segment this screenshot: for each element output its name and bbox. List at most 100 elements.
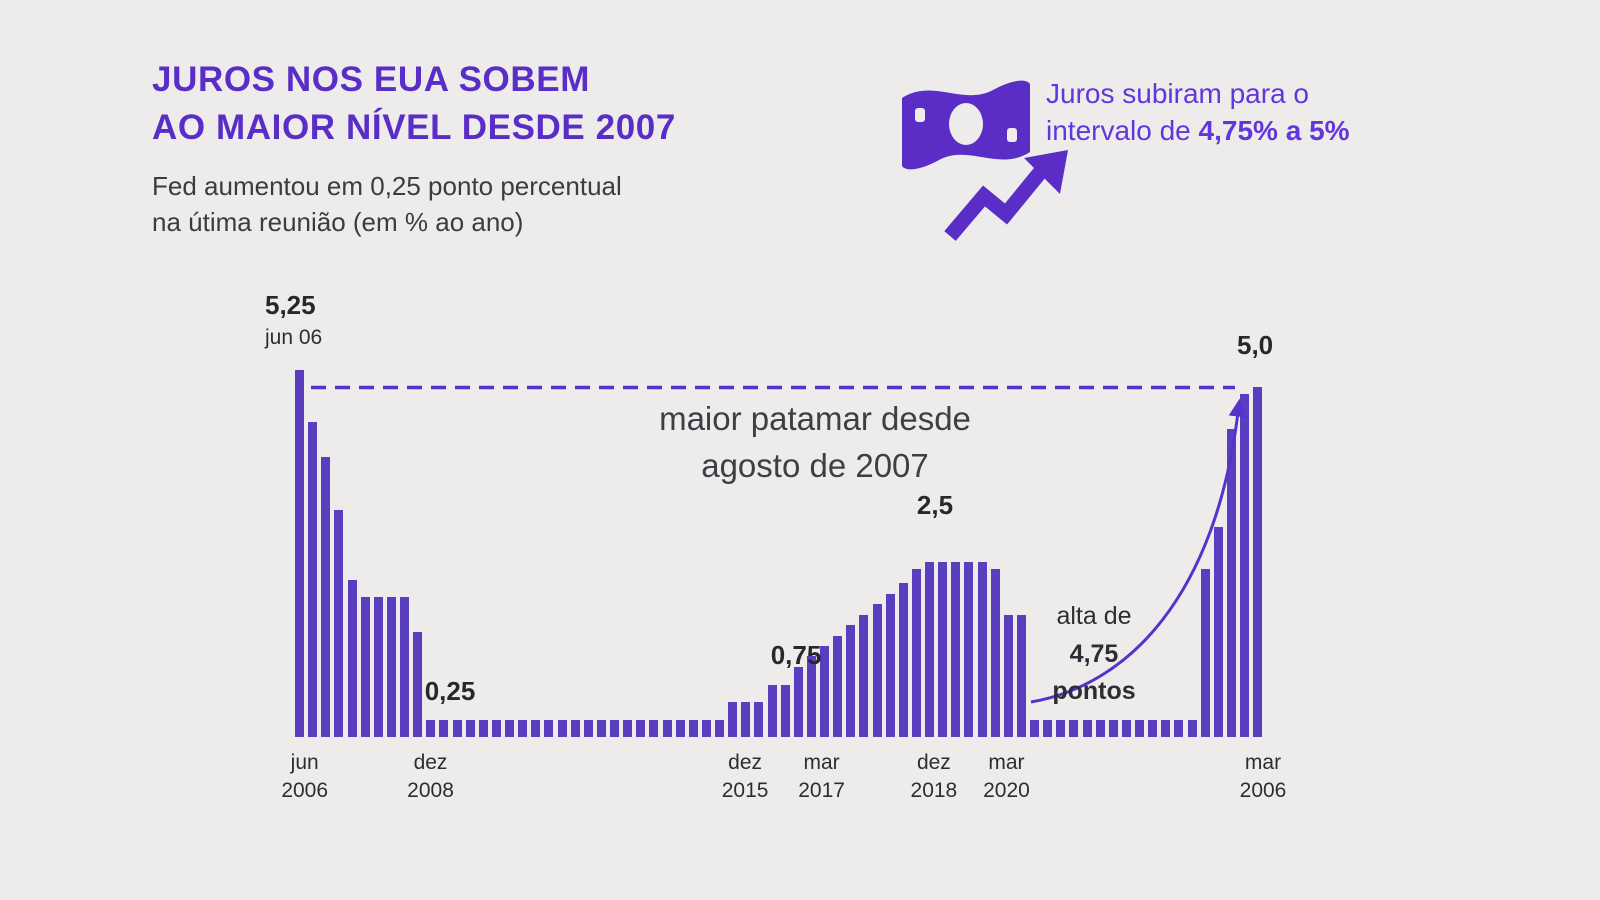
bar — [505, 719, 514, 737]
bar — [911, 569, 921, 737]
bar — [688, 719, 698, 737]
annotation-center-note-line1: maior patamar desde — [659, 400, 971, 437]
bar — [426, 719, 436, 737]
bar — [334, 509, 344, 737]
banknote-icon — [902, 80, 1030, 170]
annotation-2018-peak: 2,5 — [916, 490, 954, 520]
rate-callout-range: 4,75% a 5% — [1198, 114, 1350, 146]
bar — [1148, 719, 1158, 737]
bar — [898, 583, 908, 737]
bar — [531, 719, 541, 737]
x-axis-label: jun 2006 — [281, 751, 329, 803]
rate-callout-line2-prefix: intervalo de — [1046, 114, 1199, 146]
annotation-rise-note-line2: 4,75 — [1069, 639, 1119, 668]
x-axis-label: dez 2015 — [721, 751, 769, 803]
bar — [386, 597, 396, 737]
bar — [1030, 719, 1039, 737]
bar — [675, 719, 685, 737]
up-trend-arrow-icon — [944, 150, 1068, 241]
page-title-line1: JUROS NOS EUA SOBEM — [152, 60, 590, 99]
bar — [400, 597, 409, 737]
bar — [491, 719, 501, 737]
rise-arrow — [1030, 398, 1247, 704]
annotation-rise-note: alta de 4,75 pontos — [1052, 598, 1135, 711]
bar — [478, 719, 488, 737]
bar — [793, 667, 803, 737]
bar — [1082, 719, 1092, 737]
annotation-peak-2006-date: jun 06 — [265, 326, 323, 349]
annotation-low-label: 0,25 — [424, 676, 476, 706]
bar — [308, 422, 318, 737]
bar — [295, 370, 304, 737]
bar — [754, 702, 764, 737]
bar — [951, 562, 961, 737]
chart-area: 5,25 jun 06 5,0 maior patamar desde agos… — [265, 290, 1286, 802]
page-title: JUROS NOS EUA SOBEM AO MAIOR NÍVEL DESDE… — [152, 56, 676, 151]
bar — [373, 597, 383, 737]
page-title-line2: AO MAIOR NÍVEL DESDE 2007 — [152, 107, 676, 147]
annotation-peak-2006: 5,25 jun 06 — [265, 290, 322, 350]
rate-callout-line2: intervalo de 4,75% a 5% — [1046, 113, 1350, 150]
bar — [1161, 719, 1171, 737]
bar — [1121, 719, 1131, 737]
bar — [636, 719, 646, 737]
bar — [649, 719, 659, 737]
bar — [1187, 719, 1197, 737]
bar — [557, 719, 567, 737]
x-axis-label: mar 2017 — [798, 751, 845, 803]
annotation-center-note-line2: agosto de 2007 — [701, 446, 929, 484]
bar — [1135, 719, 1144, 737]
rate-callout-line1: Juros subiram para o — [1046, 78, 1310, 109]
x-axis-label: mar 2006 — [1239, 751, 1287, 803]
bar — [701, 719, 711, 737]
bar — [1213, 527, 1223, 737]
bar — [1095, 719, 1105, 737]
bar — [728, 702, 738, 737]
bar — [990, 569, 1000, 737]
bar — [1200, 569, 1210, 737]
bar — [846, 625, 856, 737]
bar — [321, 457, 331, 737]
bar-chart — [295, 370, 1263, 737]
bar — [439, 719, 449, 737]
bar — [938, 562, 948, 737]
bar — [741, 702, 751, 737]
bar — [820, 646, 829, 737]
bar — [518, 719, 528, 737]
x-axis-label: dez 2008 — [407, 751, 454, 803]
bar — [610, 719, 619, 737]
bar — [1016, 614, 1026, 737]
bar — [570, 719, 580, 737]
annotation-mid-label: 0,75 — [770, 640, 822, 670]
bar — [596, 719, 606, 737]
bar — [583, 719, 593, 737]
bar — [1056, 719, 1066, 737]
annotation-peak-2006-value: 5,25 — [265, 290, 316, 320]
bar — [806, 655, 816, 737]
subtitle-line1: Fed aumentou em 0,25 ponto percentual — [152, 171, 622, 201]
bar — [544, 719, 554, 737]
bar — [925, 562, 934, 737]
bar — [1253, 387, 1263, 737]
bar — [977, 562, 987, 737]
bar — [767, 684, 777, 737]
annotation-rise-note-line3: pontos — [1052, 677, 1136, 705]
bar — [780, 684, 790, 737]
annotation-current-value: 5,0 — [1237, 330, 1274, 360]
bar — [413, 632, 423, 737]
bar — [859, 614, 869, 737]
bar — [715, 719, 724, 737]
annotation-center-note: maior patamar desde agosto de 2007 — [659, 396, 971, 490]
x-axis-label: dez 2018 — [910, 751, 958, 803]
bar — [964, 562, 974, 737]
bar — [623, 719, 633, 737]
bar — [1043, 719, 1053, 737]
bar — [347, 579, 357, 737]
bar — [465, 719, 475, 737]
bar — [1003, 614, 1013, 737]
bar — [872, 604, 882, 737]
bar — [1240, 394, 1249, 737]
subtitle: Fed aumentou em 0,25 ponto percentual na… — [152, 168, 622, 241]
bar — [1108, 719, 1118, 737]
